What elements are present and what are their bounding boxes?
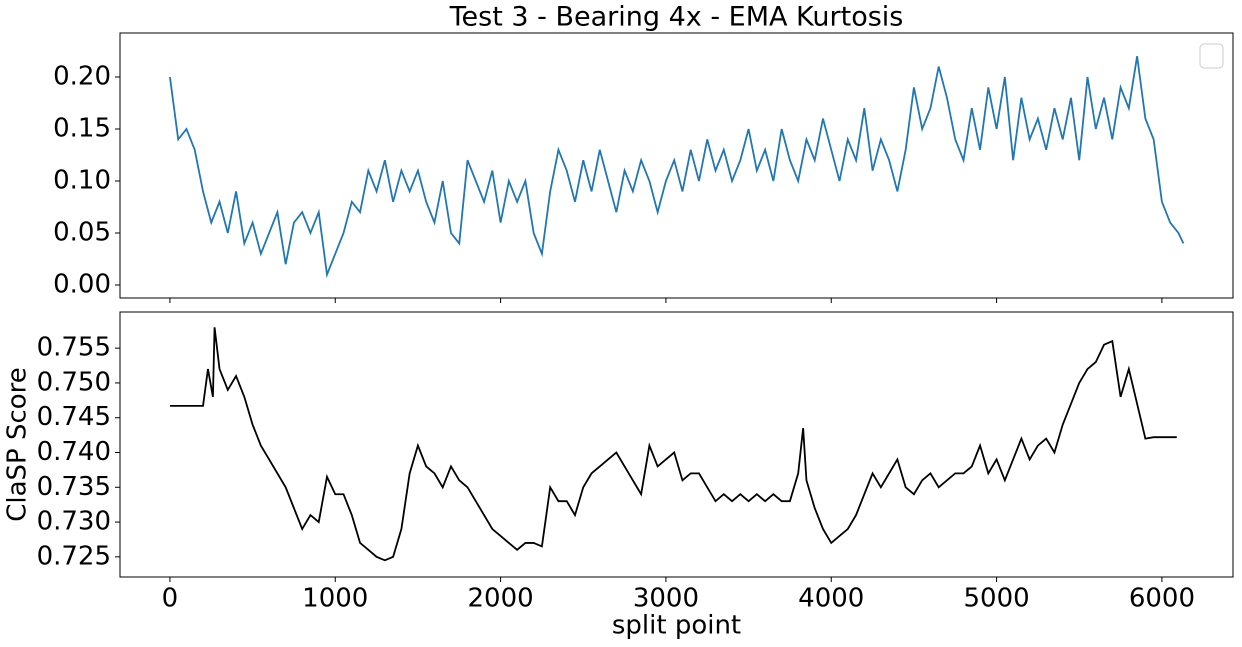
x-tick-label: 3000 [633, 584, 699, 614]
x-tick-label: 1000 [302, 584, 368, 614]
y-tick-label: 0.15 [53, 113, 111, 143]
plot-frame [119, 311, 1234, 578]
y-tick-label: 0.725 [37, 541, 111, 571]
legend [1199, 43, 1224, 69]
y-tick-label: 0.740 [37, 437, 111, 467]
y-axis-label: ClaSP Score [3, 367, 33, 522]
y-tick-label: 0.735 [37, 472, 111, 502]
x-tick-label: 5000 [963, 584, 1029, 614]
y-tick-label: 0.755 [37, 333, 111, 363]
plot-frame [119, 32, 1234, 299]
y-tick-label: 0.05 [53, 217, 111, 247]
y-tick-label: 0.10 [53, 165, 111, 195]
y-tick-label: 0.00 [53, 269, 111, 299]
data-line [169, 56, 1185, 279]
chart-title: Test 3 - Bearing 4x - EMA Kurtosis [449, 2, 904, 33]
x-tick-label: 0 [162, 584, 179, 614]
y-tick-label: 0.745 [37, 402, 111, 432]
data-line [169, 327, 1177, 562]
y-tick-label: 0.730 [37, 507, 111, 537]
x-axis-label: split point [612, 611, 741, 641]
y-tick-label: 0.20 [53, 61, 111, 91]
x-tick-label: 4000 [798, 584, 864, 614]
x-tick-label: 6000 [1129, 584, 1195, 614]
y-tick-label: 0.750 [37, 367, 111, 397]
x-tick-label: 2000 [468, 584, 534, 614]
